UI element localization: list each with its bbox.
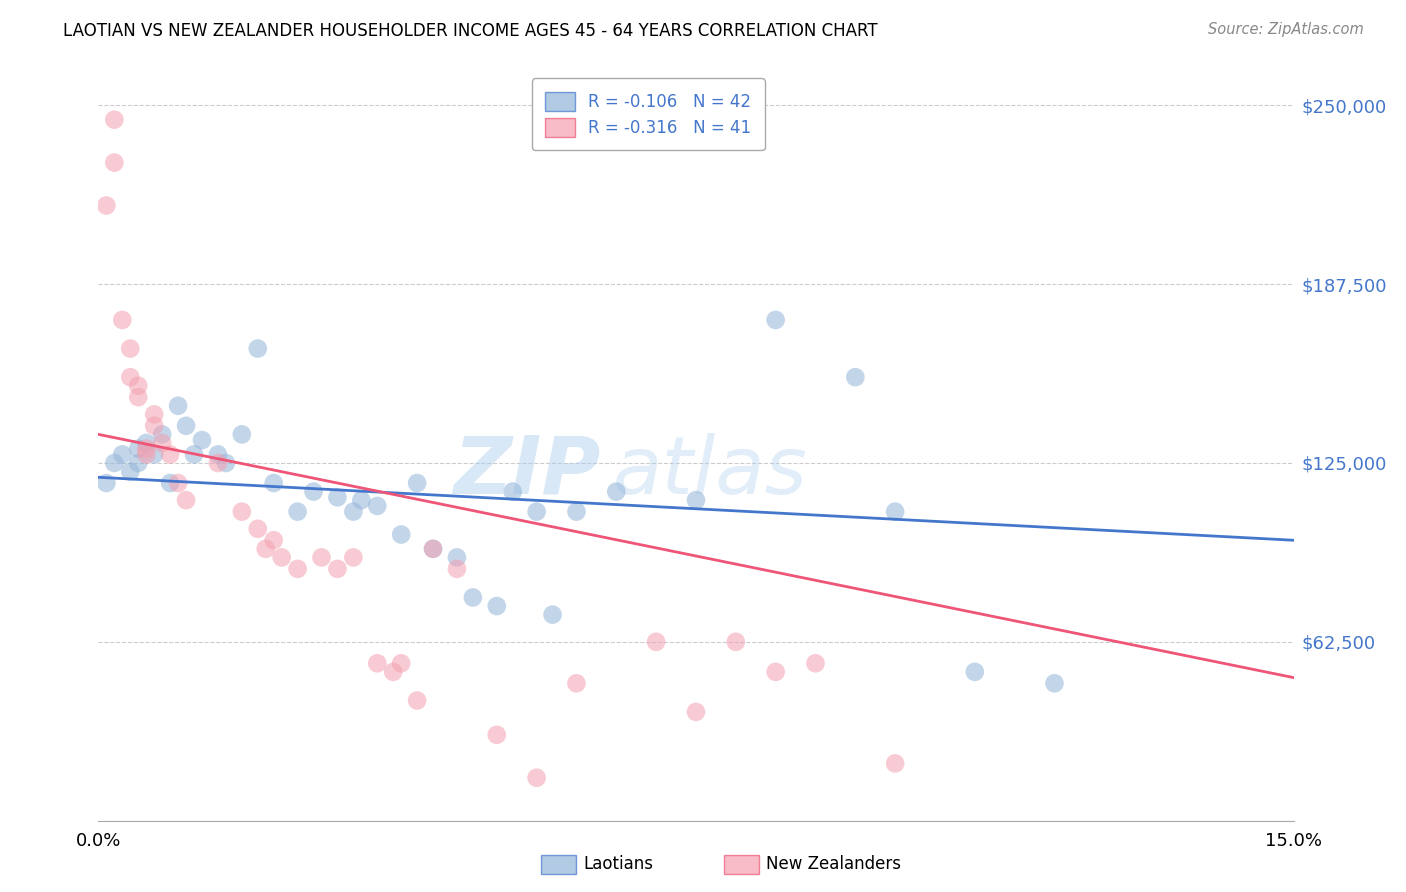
Text: LAOTIAN VS NEW ZEALANDER HOUSEHOLDER INCOME AGES 45 - 64 YEARS CORRELATION CHART: LAOTIAN VS NEW ZEALANDER HOUSEHOLDER INC… (63, 22, 877, 40)
Point (246, 522, 269, 536)
Point (103, 112, 125, 127)
Point (311, 550, 333, 565)
Point (541, 607, 564, 622)
Point (685, 705, 707, 719)
Point (96, 198, 118, 212)
Point (406, 476, 429, 491)
Point (302, 484, 325, 499)
Point (143, 408, 166, 422)
Point (150, 436, 173, 450)
Point (485, 728, 508, 742)
Point (605, 484, 627, 499)
Legend: R = -0.106   N = 42, R = -0.316   N = 41: R = -0.106 N = 42, R = -0.316 N = 41 (531, 78, 765, 150)
Point (263, 476, 285, 491)
Point (120, 342, 142, 356)
Point (287, 505, 309, 519)
Point (526, 505, 548, 519)
Point (263, 533, 285, 548)
Point (389, 657, 412, 671)
Point (326, 491, 349, 505)
Point (103, 456, 125, 470)
Point (174, 493, 197, 508)
Point (446, 562, 468, 576)
Point (765, 665, 787, 679)
Text: Source: ZipAtlas.com: Source: ZipAtlas.com (1208, 22, 1364, 37)
Point (111, 313, 134, 327)
Point (461, 591, 484, 605)
Point (127, 456, 149, 470)
Point (167, 399, 190, 413)
Point (231, 505, 253, 519)
Point (159, 476, 181, 491)
Point (565, 505, 588, 519)
Point (485, 599, 508, 613)
Point (1043, 676, 1066, 690)
Point (389, 527, 412, 541)
Point (446, 550, 468, 565)
Point (135, 436, 157, 450)
Point (287, 562, 309, 576)
Point (804, 657, 827, 671)
Point (127, 442, 149, 456)
Point (963, 665, 986, 679)
Point (135, 447, 157, 461)
Point (422, 541, 444, 556)
Point (120, 465, 142, 479)
Point (844, 370, 866, 384)
Point (150, 427, 173, 442)
Point (191, 433, 214, 447)
Point (565, 676, 588, 690)
Point (326, 562, 349, 576)
Text: ZIP: ZIP (453, 433, 600, 511)
Point (215, 456, 238, 470)
Point (96, 476, 118, 491)
Point (724, 635, 747, 649)
Point (366, 657, 388, 671)
Point (342, 550, 364, 565)
Point (502, 484, 524, 499)
Point (159, 447, 181, 461)
Point (350, 493, 373, 508)
Point (135, 442, 157, 456)
Point (685, 493, 707, 508)
Point (270, 550, 292, 565)
Point (167, 476, 190, 491)
Point (366, 499, 388, 513)
Point (342, 505, 364, 519)
Point (143, 447, 166, 461)
Text: Laotians: Laotians (583, 855, 654, 873)
Point (765, 313, 787, 327)
Point (120, 370, 142, 384)
Point (127, 378, 149, 392)
Point (884, 505, 907, 519)
Point (127, 390, 149, 404)
Point (382, 665, 405, 679)
Point (174, 418, 197, 433)
Point (884, 756, 907, 771)
Point (422, 541, 444, 556)
Text: atlas: atlas (613, 433, 807, 511)
Point (207, 456, 229, 470)
Point (111, 447, 134, 461)
Point (254, 541, 277, 556)
Point (231, 427, 253, 442)
Point (526, 771, 548, 785)
Point (645, 635, 668, 649)
Point (183, 447, 205, 461)
Point (246, 342, 269, 356)
Point (103, 155, 125, 169)
Text: New Zealanders: New Zealanders (766, 855, 901, 873)
Point (143, 418, 166, 433)
Point (207, 447, 229, 461)
Point (406, 693, 429, 707)
